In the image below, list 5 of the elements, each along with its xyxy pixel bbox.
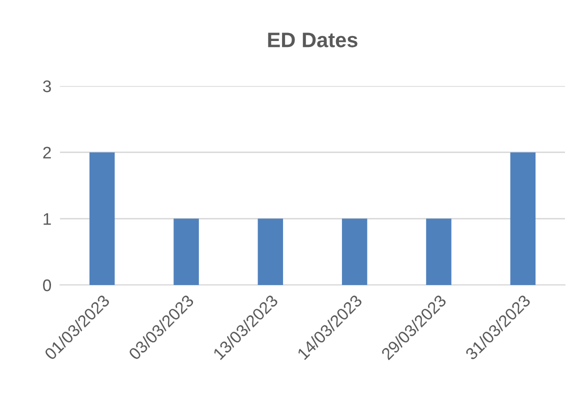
y-tick-label: 0 [43, 279, 52, 292]
y-tick-label: 2 [43, 146, 51, 158]
y-tick-label: 3 [43, 80, 51, 92]
y-tick-label: 1 [44, 213, 51, 225]
chart-title: ED Dates [268, 32, 358, 48]
